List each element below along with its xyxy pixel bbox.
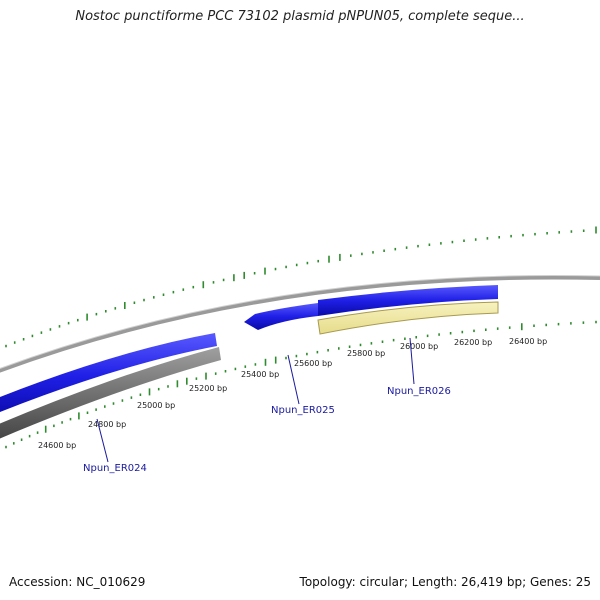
gene-npun-er024-feature[interactable] [0,333,217,420]
gene-label-npun-er026[interactable]: Npun_ER026 [387,386,451,397]
gene-npun-er026-feature[interactable] [317,301,499,335]
gene-leaders [96,337,415,463]
leader-npun-er024 [96,418,109,463]
scale-tick-label: 26400 bp [509,337,547,346]
gene-label-npun-er024[interactable]: Npun_ER024 [83,463,147,474]
backbone-ring [0,275,600,373]
gene-npun-er025-feature[interactable] [244,303,318,330]
gc-inner-track [5,320,597,449]
topology-summary: Topology: circular; Length: 26,419 bp; G… [299,575,591,589]
map-title: Nostoc punctiforme PCC 73102 plasmid pNP… [75,9,525,24]
gene-label-npun-er025[interactable]: Npun_ER025 [271,405,335,416]
scale-tick-label: 25200 bp [189,384,227,393]
scale-tick-label: 26000 bp [400,342,438,351]
scale-tick-label: 24800 bp [88,420,126,429]
leader-npun-er026 [409,337,415,385]
accession-text: Accession: NC_010629 [9,575,146,589]
scale-tick-label: 25000 bp [137,401,175,410]
scale-tick-label: 25600 bp [294,359,332,368]
scale-tick-label: 25800 bp [347,349,385,358]
leader-npun-er025 [287,354,300,405]
gene-reverse-feature[interactable] [0,347,221,447]
scale-tick-label: 25400 bp [241,370,279,379]
scale-tick-label: 26200 bp [454,338,492,347]
scale-tick-label: 24600 bp [38,441,76,450]
gene-forward-feature[interactable] [318,285,498,316]
scale-labels: 24600 bp 24800 bp 25000 bp 25200 bp 25400 bp… [38,337,547,450]
gc-outer-track [5,226,597,348]
backbone-ring-highlight [0,274,600,370]
